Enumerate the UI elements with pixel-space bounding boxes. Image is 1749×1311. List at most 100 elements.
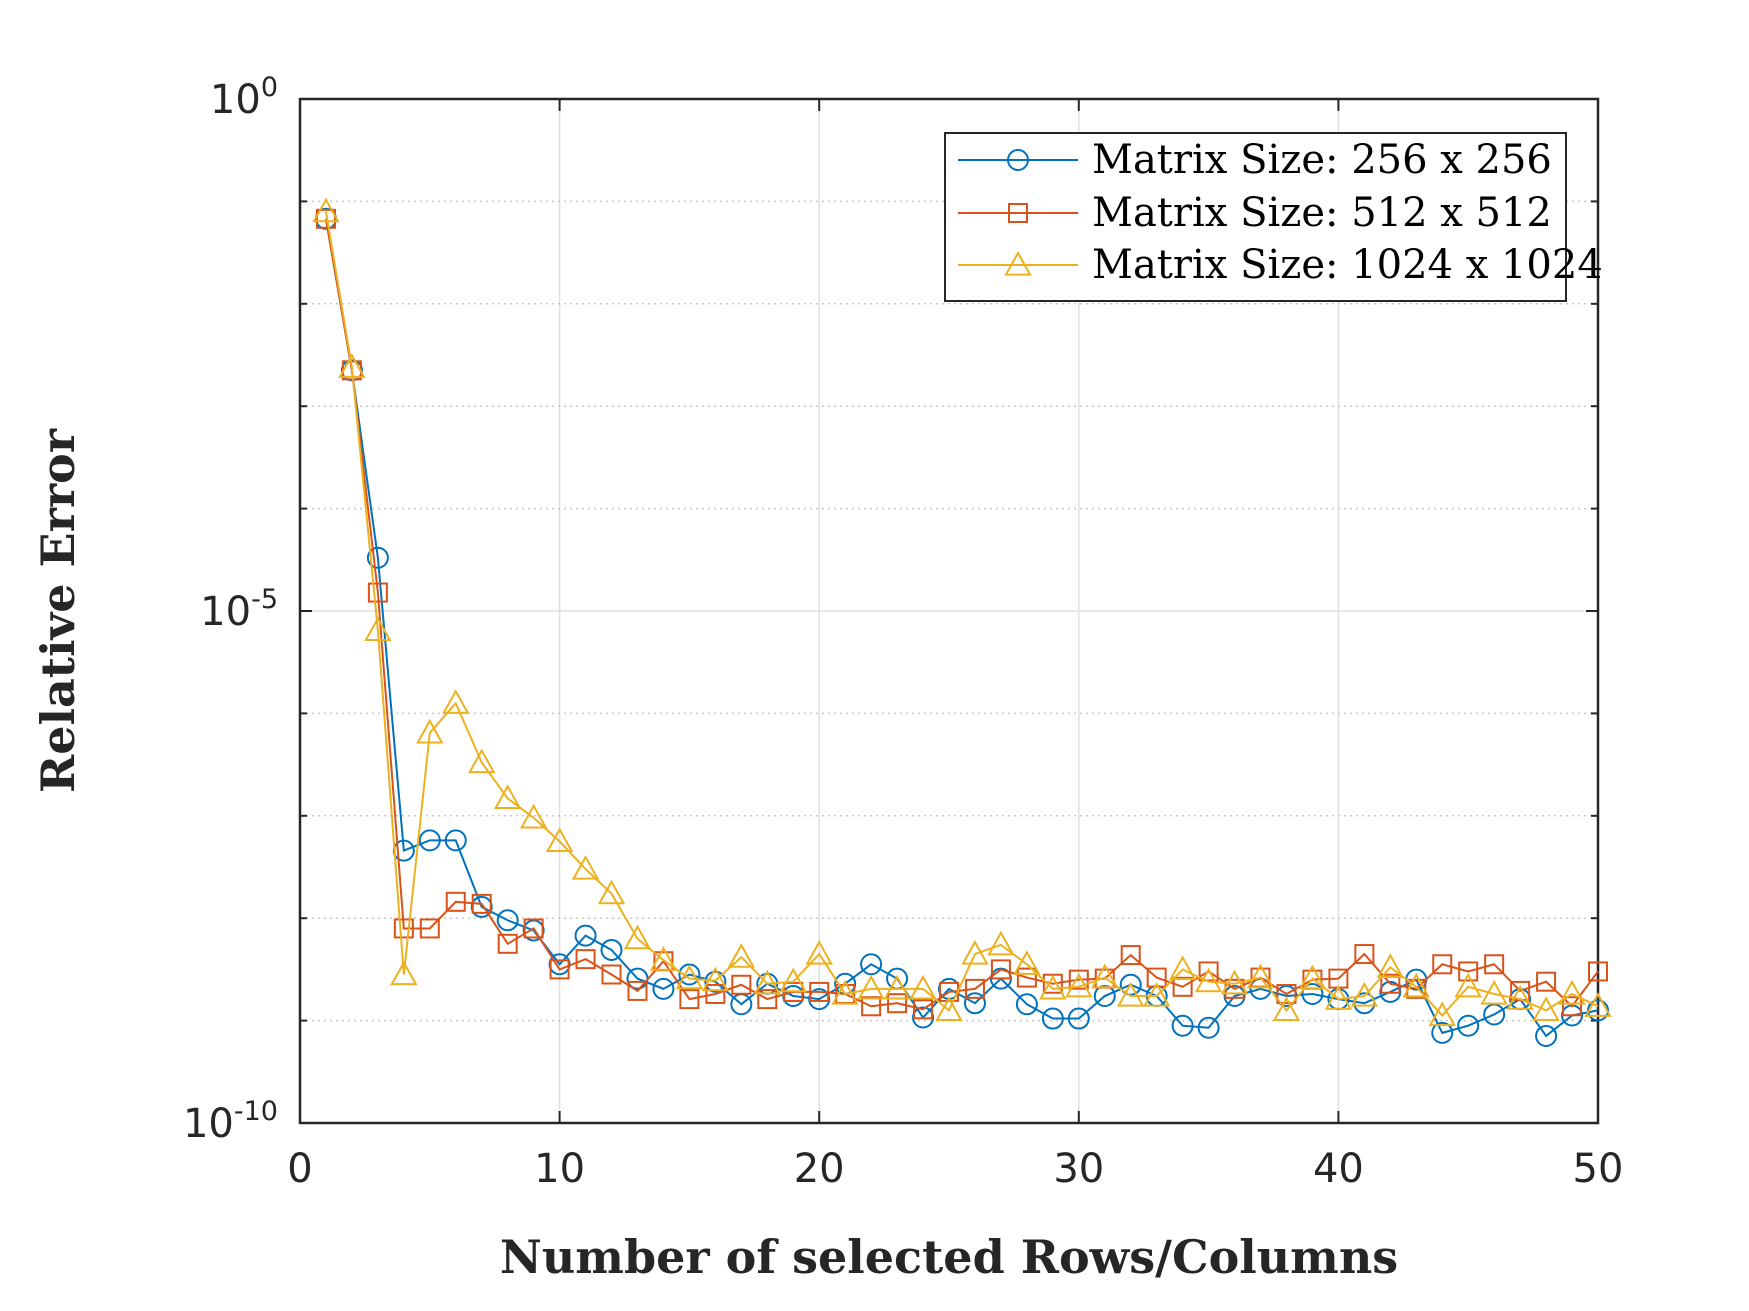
- legend-marker: [1007, 149, 1029, 171]
- data-point-marker: [1093, 985, 1116, 1008]
- data-point-marker: [1197, 1016, 1220, 1039]
- data-point-marker: [909, 974, 937, 1000]
- data-point-marker: [338, 353, 366, 378]
- data-point-marker: [1042, 973, 1063, 994]
- data-point-marker: [1558, 979, 1586, 1005]
- series-3: [312, 197, 1612, 1027]
- data-point-marker: [416, 718, 444, 744]
- x-tick-label: 20: [794, 1146, 845, 1192]
- data-point-marker: [805, 939, 833, 965]
- data-point-marker: [1198, 961, 1219, 982]
- series-1: [314, 207, 1609, 1047]
- data-point-marker: [575, 949, 596, 970]
- data-point-marker: [964, 978, 985, 999]
- data-point-marker: [1298, 964, 1327, 990]
- x-tick-label: 50: [1573, 1146, 1624, 1192]
- data-point-marker: [1428, 1001, 1456, 1027]
- data-point-marker: [1068, 969, 1089, 990]
- data-point-marker: [1380, 973, 1401, 994]
- data-point-marker: [471, 893, 492, 914]
- data-point-marker: [497, 933, 518, 954]
- legend-entry-2: Matrix Size: 512 x 512: [958, 190, 1552, 236]
- series-line: [324, 218, 1599, 1011]
- data-point-marker: [545, 827, 574, 852]
- y-tick-label: 10-10: [183, 1096, 278, 1147]
- data-point-marker: [496, 909, 519, 932]
- data-point-marker: [860, 953, 883, 976]
- data-point-marker: [1535, 1024, 1558, 1047]
- data-point-marker: [493, 784, 522, 809]
- data-point-marker: [963, 992, 986, 1015]
- data-point-marker: [1406, 978, 1427, 999]
- data-point-marker: [1246, 963, 1275, 989]
- data-point-marker: [1532, 996, 1560, 1021]
- data-point-marker: [913, 999, 934, 1020]
- x-tick-label: 40: [1313, 1146, 1364, 1192]
- data-point-marker: [675, 964, 704, 990]
- data-point-marker: [1041, 1007, 1064, 1030]
- data-point-marker: [1458, 961, 1479, 982]
- data-point-marker: [1015, 993, 1038, 1016]
- data-point-marker: [701, 966, 730, 992]
- data-point-marker: [445, 891, 466, 912]
- legend-entry-1: Matrix Size: 256 x 256: [958, 137, 1552, 183]
- data-point-marker: [652, 977, 675, 1000]
- y-axis-title: Relative Error: [31, 428, 85, 793]
- data-point-marker: [1168, 955, 1197, 980]
- data-point-marker: [1117, 981, 1145, 1007]
- data-point-marker: [523, 918, 544, 939]
- series-layer: [312, 197, 1612, 1047]
- data-point-marker: [1013, 950, 1041, 975]
- data-point-marker: [831, 979, 859, 1005]
- data-point-marker: [571, 854, 600, 880]
- data-point-marker: [1171, 1014, 1194, 1037]
- data-point-marker: [627, 980, 648, 1001]
- series-2: [315, 208, 1608, 1020]
- data-point-marker: [757, 989, 778, 1010]
- data-point-marker: [705, 983, 726, 1004]
- x-tick-label: 0: [287, 1146, 312, 1192]
- tick-labels: 0 10 20 30 40 50 100 10-5 10-10: [183, 72, 1623, 1192]
- data-point-marker: [623, 924, 652, 950]
- data-point-marker: [600, 938, 623, 961]
- data-point-marker: [468, 748, 496, 774]
- axis-ticks: [299, 98, 1599, 1124]
- data-point-marker: [1584, 992, 1612, 1017]
- data-point-marker: [1454, 972, 1482, 998]
- data-point-marker: [887, 993, 908, 1014]
- legend-label: Matrix Size: 1024 x 1024: [1092, 242, 1603, 288]
- data-point-marker: [1484, 954, 1505, 975]
- data-point-marker: [1146, 967, 1167, 988]
- data-point-marker: [442, 689, 470, 714]
- data-point-marker: [1016, 967, 1037, 988]
- data-point-marker: [1272, 996, 1301, 1021]
- data-point-marker: [418, 829, 441, 852]
- data-point-marker: [1402, 972, 1430, 998]
- data-point-marker: [390, 960, 418, 986]
- data-point-marker: [1354, 944, 1375, 965]
- data-point-marker: [935, 996, 963, 1021]
- data-point-marker: [1119, 973, 1142, 996]
- data-point-marker: [1536, 971, 1557, 992]
- data-point-marker: [727, 943, 756, 968]
- y-tick-label: 100: [210, 72, 278, 123]
- data-point-marker: [1324, 985, 1353, 1010]
- data-point-marker: [961, 939, 989, 965]
- data-point-marker: [704, 970, 727, 993]
- data-point-marker: [987, 930, 1015, 956]
- legend-marker: [1004, 250, 1032, 276]
- data-point-marker: [1091, 963, 1119, 989]
- legend: Matrix Size: 256 x 256 Matrix Size: 512 x…: [944, 132, 1603, 302]
- data-point-marker: [861, 996, 882, 1017]
- x-tick-label: 10: [534, 1146, 585, 1192]
- data-point-marker: [1480, 979, 1508, 1005]
- data-point-marker: [312, 197, 340, 223]
- data-point-marker: [1172, 976, 1193, 997]
- data-point-marker: [1220, 969, 1249, 995]
- data-point-marker: [549, 959, 570, 980]
- data-point-marker: [1562, 996, 1583, 1017]
- data-point-marker: [364, 616, 392, 642]
- data-point-marker: [444, 829, 467, 852]
- data-point-marker: [315, 208, 336, 229]
